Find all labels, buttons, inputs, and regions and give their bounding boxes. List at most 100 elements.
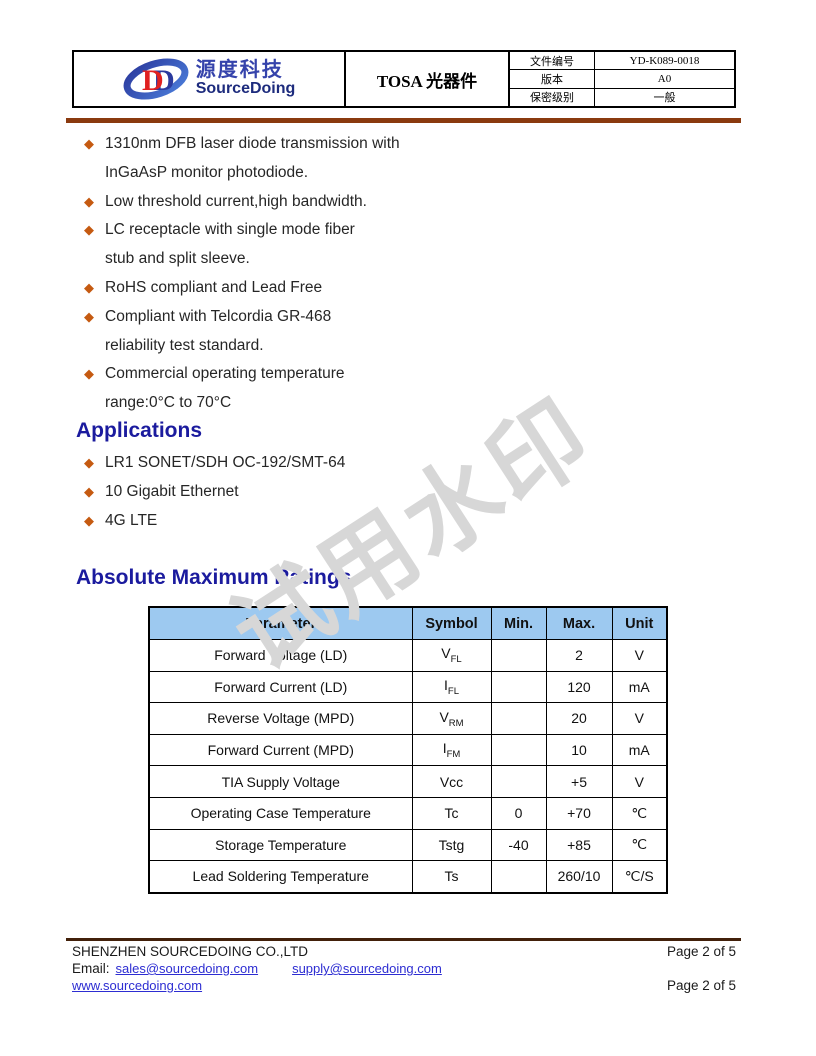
cell-unit: V (611, 639, 668, 672)
cell-unit: ℃/S (611, 860, 668, 894)
logo-chinese-name: 源度科技 (195, 59, 284, 82)
cell-symbol: Vcc (411, 765, 492, 798)
cell-parameter: Storage Temperature (148, 828, 413, 862)
svg-text:D: D (153, 64, 175, 97)
footer-divider-rule (66, 938, 741, 941)
ratings-row: TIA Supply Voltage Vcc +5 V (148, 765, 668, 798)
cell-symbol: VFL (411, 639, 492, 672)
cell-max: 20 (545, 702, 613, 735)
cell-unit: mA (611, 733, 668, 767)
bullet-diamond-icon: ◆ (84, 279, 94, 295)
cell-symbol: IFM (411, 733, 492, 767)
ratings-row: Lead Soldering Temperature Ts 260/10 ℃/S (148, 860, 668, 894)
info-label: 文件编号 (510, 52, 595, 70)
cell-max: 120 (545, 670, 613, 704)
cell-max: +70 (545, 796, 613, 830)
cell-unit: ℃ (611, 796, 668, 830)
cell-symbol: Ts (411, 860, 492, 894)
sales-email-link[interactable]: sales@sourcedoing.com (115, 961, 259, 976)
cell-symbol: Tstg (411, 828, 492, 862)
info-value: A0 (657, 72, 672, 85)
cell-min (490, 702, 547, 735)
column-header-parameter: Parameter (148, 606, 413, 640)
document-info-table: 文件编号 YD-K089-0018 版本 A0 保密级别 一般 (510, 52, 734, 106)
application-item-text: LR1 SONET/SDH OC-192/SMT-64 (105, 449, 554, 478)
sourcedoing-logo-icon: D D (123, 58, 189, 100)
cell-unit: V (611, 765, 668, 798)
ratings-row: Reverse Voltage (MPD) VRM 20 V (148, 702, 668, 735)
cell-max: 2 (545, 639, 613, 672)
cell-parameter: Forward Current (MPD) (148, 733, 413, 767)
cell-max: 10 (545, 733, 613, 767)
feature-item: ◆ 1310nm DFB laser diode transmission wit… (84, 130, 554, 188)
feature-line: stub and split sleeve. (105, 250, 250, 268)
application-item: ◆ 10 Gigabit Ethernet (84, 478, 554, 507)
logo-english-name: SourceDoing (195, 80, 296, 98)
feature-line: InGaAsP monitor photodiode. (105, 163, 309, 181)
cell-symbol: VRM (411, 702, 492, 735)
cell-max: 260/10 (545, 860, 613, 894)
application-line: 4G LTE (105, 511, 158, 529)
column-header-max: Max. (545, 606, 613, 640)
cell-min: 0 (490, 796, 547, 830)
cell-min (490, 733, 547, 767)
page-number: Page 2 of 5 (666, 944, 736, 959)
ratings-row: Operating Case Temperature Tc 0 +70 ℃ (148, 796, 668, 830)
cell-unit: mA (611, 670, 668, 704)
application-item: ◆ 4G LTE (84, 507, 554, 536)
cell-parameter: Operating Case Temperature (148, 796, 413, 830)
cell-symbol: IFL (411, 670, 492, 704)
footer-row-website: www.sourcedoing.com Page 2 of 5 (72, 977, 736, 994)
website-link[interactable]: www.sourcedoing.com (72, 978, 203, 993)
bullet-diamond-icon: ◆ (84, 366, 94, 382)
bullet-diamond-icon: ◆ (84, 308, 94, 324)
feature-item-text: 1310nm DFB laser diode transmission with… (105, 130, 554, 188)
feature-item: ◆ LC receptacle with single mode fiber stu… (84, 216, 554, 274)
svg-text:D: D (142, 64, 164, 97)
ratings-row: Forward Current (LD) IFL 120 mA (148, 670, 668, 704)
info-row-version: 版本 A0 (510, 70, 734, 89)
feature-item: ◆ RoHS compliant and Lead Free (84, 274, 554, 303)
feature-item: ◆ Commercial operating temperature range:0… (84, 360, 554, 418)
header-table: D D 源度科技 SourceDoing TOSA 光器件 文件编号 YD-K0… (72, 50, 736, 108)
feature-line: Compliant with Telcordia GR-468 (105, 307, 332, 325)
feature-item-text: Commercial operating temperature range:0°… (105, 360, 554, 418)
cell-parameter: Lead Soldering Temperature (148, 860, 413, 894)
feature-line: 1310nm DFB laser diode transmission with (105, 135, 400, 152)
application-item-text: 4G LTE (105, 507, 554, 536)
bullet-diamond-icon: ◆ (84, 455, 94, 470)
bullet-diamond-icon: ◆ (84, 136, 94, 151)
cell-min: -40 (490, 828, 547, 862)
company-logo: D D 源度科技 SourceDoing (74, 52, 346, 106)
cell-parameter: TIA Supply Voltage (148, 765, 413, 798)
document-title: TOSA 光器件 (346, 52, 510, 106)
info-label: 版本 (510, 70, 595, 88)
features-list: ◆ 1310nm DFB laser diode transmission wit… (84, 130, 554, 418)
cell-parameter: Forward Current (LD) (148, 670, 413, 704)
info-value: YD-K089-0018 (629, 54, 700, 67)
cell-min (490, 639, 547, 672)
application-item: ◆ LR1 SONET/SDH OC-192/SMT-64 (84, 449, 554, 478)
cell-max: +85 (545, 828, 613, 862)
column-header-min: Min. (490, 606, 547, 640)
cell-min (490, 765, 547, 798)
page-number: Page 2 of 5 (666, 978, 736, 993)
cell-symbol: Tc (411, 796, 492, 830)
ratings-table: Parameter Symbol Min. Max. Unit Forward … (148, 606, 668, 894)
feature-item-text: Low threshold current,high bandwidth. (105, 188, 554, 217)
company-name: SHENZHEN SOURCEDOING CO.,LTD (72, 944, 309, 959)
column-header-symbol: Symbol (411, 606, 492, 640)
feature-item: ◆ Low threshold current,high bandwidth. (84, 188, 554, 217)
feature-line: RoHS compliant and Lead Free (105, 278, 323, 296)
ratings-heading: Absolute Maximum Ratings (76, 566, 352, 589)
cell-unit: V (611, 702, 668, 735)
application-item-text: 10 Gigabit Ethernet (105, 478, 554, 507)
supply-email-link[interactable]: supply@sourcedoing.com (292, 961, 442, 976)
header-divider-rule (66, 118, 741, 123)
bullet-diamond-icon: ◆ (84, 512, 94, 528)
ratings-row: Forward Voltage (LD) VFL 2 V (148, 639, 668, 672)
cell-unit: ℃ (611, 828, 668, 862)
footer-row-email: Email: sales@sourcedoing.com supply@sourc… (72, 960, 736, 977)
feature-line: range:0°C to 70°C (105, 394, 232, 412)
